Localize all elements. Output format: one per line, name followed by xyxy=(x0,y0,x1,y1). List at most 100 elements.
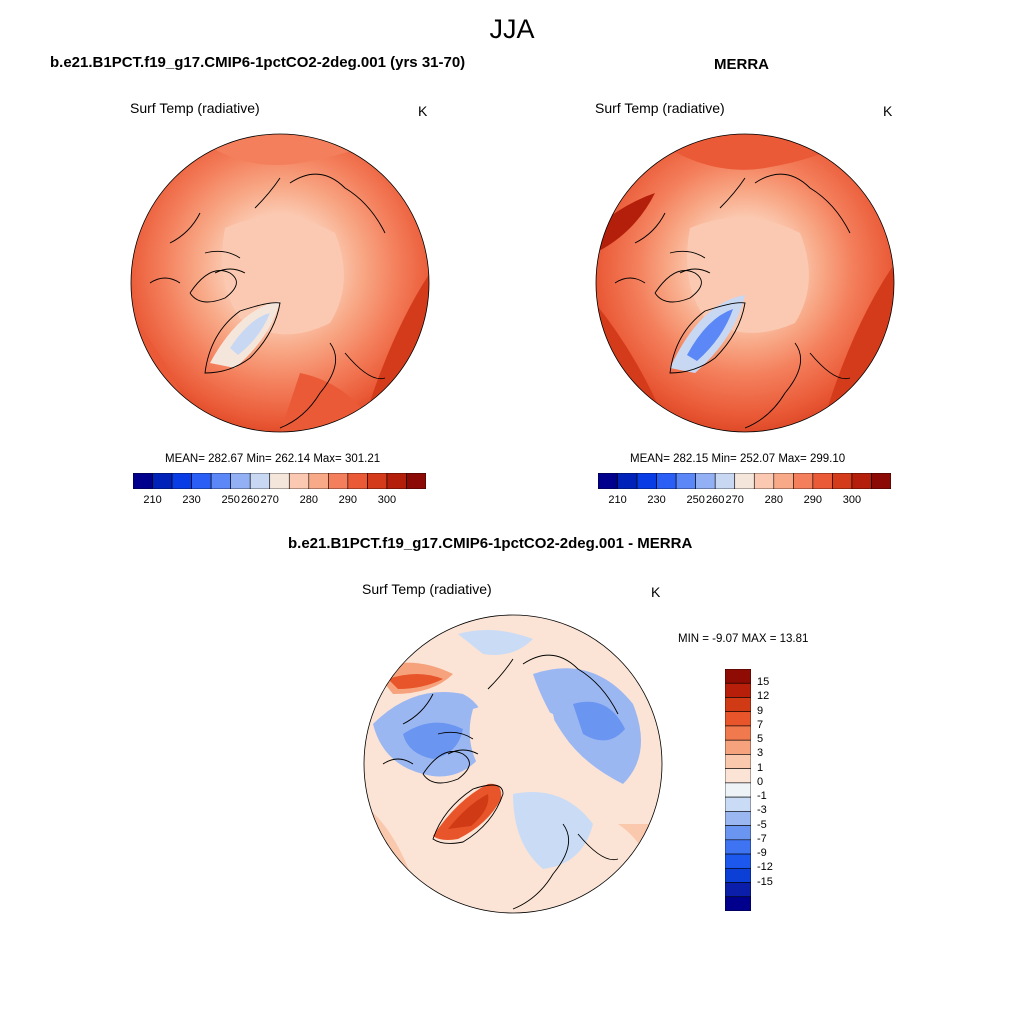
obs-variable-label: Surf Temp (radiative) xyxy=(595,100,725,116)
colorbar-swatch xyxy=(725,782,751,798)
colorbar-swatch xyxy=(133,473,153,489)
colorbar-swatch xyxy=(725,839,751,855)
colorbar-swatch xyxy=(367,473,388,489)
colorbar-tick-label: 0 xyxy=(757,775,764,788)
model-map-outline xyxy=(130,133,430,433)
colorbar-tick-label: 270 xyxy=(260,494,279,506)
colorbar-swatch xyxy=(725,853,751,869)
diff-coastline-greenland xyxy=(432,784,504,844)
colorbar-swatch xyxy=(406,473,426,489)
obs-coastline-alaska xyxy=(614,212,666,284)
colorbar-tick-label: 3 xyxy=(757,747,764,760)
colorbar-swatch xyxy=(386,473,407,489)
colorbar-swatch xyxy=(152,473,173,489)
colorbar-tick-label: -5 xyxy=(757,818,767,831)
colorbar-tick-label: 210 xyxy=(608,494,627,506)
model-coastline-alaska xyxy=(149,212,201,284)
obs-field-east-asia-hot xyxy=(596,193,655,253)
colorbar-tick-label: -3 xyxy=(757,804,767,817)
diff-variable-label: Surf Temp (radiative) xyxy=(362,581,492,597)
colorbar-swatch xyxy=(598,473,618,489)
model-coastline-canada-islands xyxy=(189,270,237,303)
model-stats: MEAN= 282.67 Min= 262.14 Max= 301.21 xyxy=(165,453,381,465)
colorbar-tick-label: 5 xyxy=(757,733,764,746)
diff-coastline-siberia xyxy=(487,654,619,715)
colorbar-tick-label: 260 xyxy=(706,494,725,506)
colorbar-swatch xyxy=(793,473,814,489)
colorbar-tick-label: -15 xyxy=(757,875,773,888)
colorbar-swatch xyxy=(725,882,751,898)
colorbar-tick-label: 12 xyxy=(757,690,770,703)
model-panel-title: b.e21.B1PCT.f19_g17.CMIP6-1pctCO2-2deg.0… xyxy=(50,54,466,71)
obs-coastline-greenland xyxy=(669,302,746,374)
season-title: JJA xyxy=(489,14,535,44)
model-coastline-siberia xyxy=(254,173,386,234)
colorbar-swatch xyxy=(725,896,751,911)
model-colorbar-ticks: 210 230 250 260 270 280 290 300 xyxy=(133,494,426,508)
colorbar-swatch xyxy=(725,825,751,841)
colorbar-tick-label: -7 xyxy=(757,832,767,845)
colorbar-swatch xyxy=(832,473,853,489)
obs-units-label: K xyxy=(883,103,893,119)
colorbar-swatch xyxy=(249,473,271,489)
colorbar-swatch xyxy=(230,473,251,489)
colorbar-tick-label: 9 xyxy=(757,704,764,717)
diff-panel-title: b.e21.B1PCT.f19_g17.CMIP6-1pctCO2-2deg.0… xyxy=(288,535,693,552)
obs-polar-map xyxy=(595,133,895,433)
colorbar-swatch xyxy=(725,711,751,727)
colorbar-tick-label: 1 xyxy=(757,761,764,774)
diff-stats: MIN = -9.07 MAX = 13.81 xyxy=(678,633,809,645)
colorbar-swatch xyxy=(725,739,751,755)
diff-field-canada-cold xyxy=(403,722,463,759)
colorbar-swatch xyxy=(171,473,192,489)
colorbar-tick-label: 210 xyxy=(143,494,162,506)
diff-map-outline xyxy=(363,614,663,914)
obs-colorbar xyxy=(598,473,891,489)
colorbar-tick-label: 250 xyxy=(221,494,240,506)
colorbar-swatch xyxy=(288,473,310,489)
colorbar-tick-label: 230 xyxy=(182,494,201,506)
model-field-arctic-ocean xyxy=(222,216,344,335)
diff-colorbar xyxy=(725,669,751,911)
colorbar-swatch xyxy=(675,473,696,489)
colorbar-tick-label: -9 xyxy=(757,847,767,860)
obs-map-outline xyxy=(595,133,895,433)
obs-coastline-siberia xyxy=(719,173,851,234)
colorbar-tick-label: 290 xyxy=(803,494,823,506)
colorbar-tick-label: 260 xyxy=(241,494,260,506)
diff-coastline-canada-islands xyxy=(422,751,470,784)
colorbar-swatch xyxy=(695,473,716,489)
colorbar-swatch xyxy=(725,669,751,684)
colorbar-tick-label: 300 xyxy=(842,494,862,506)
diff-units-label: K xyxy=(651,584,661,600)
colorbar-swatch xyxy=(725,768,751,784)
obs-stats: MEAN= 282.15 Min= 252.07 Max= 299.10 xyxy=(630,453,846,465)
colorbar-tick-label: 300 xyxy=(377,494,397,506)
model-coastline-archipelago xyxy=(204,250,246,274)
colorbar-swatch xyxy=(347,473,368,489)
diff-field-greenland-hot xyxy=(448,794,489,829)
model-colorbar xyxy=(133,473,426,489)
colorbar-swatch xyxy=(851,473,872,489)
model-field-greenland-core xyxy=(230,313,270,355)
model-coastline-greenland xyxy=(204,302,281,374)
colorbar-swatch xyxy=(871,473,891,489)
colorbar-swatch xyxy=(773,473,794,489)
colorbar-swatch xyxy=(725,796,751,812)
diff-field-scandinavia-cool xyxy=(513,792,593,869)
colorbar-swatch xyxy=(725,682,751,698)
obs-coastline-archipelago xyxy=(669,250,711,274)
colorbar-swatch xyxy=(725,725,751,741)
diff-coastline-scandinavia xyxy=(512,823,619,910)
colorbar-tick-label: 280 xyxy=(764,494,783,506)
model-polar-map xyxy=(130,133,430,433)
colorbar-swatch xyxy=(636,473,657,489)
colorbar-swatch xyxy=(734,473,755,489)
obs-coastline-scandinavia xyxy=(744,342,851,429)
colorbar-swatch xyxy=(753,473,775,489)
colorbar-swatch xyxy=(714,473,736,489)
model-variable-label: Surf Temp (radiative) xyxy=(130,100,260,116)
diff-field-siberia-cold xyxy=(573,701,625,741)
colorbar-swatch xyxy=(210,473,231,489)
diff-coastline-archipelago xyxy=(437,731,479,755)
